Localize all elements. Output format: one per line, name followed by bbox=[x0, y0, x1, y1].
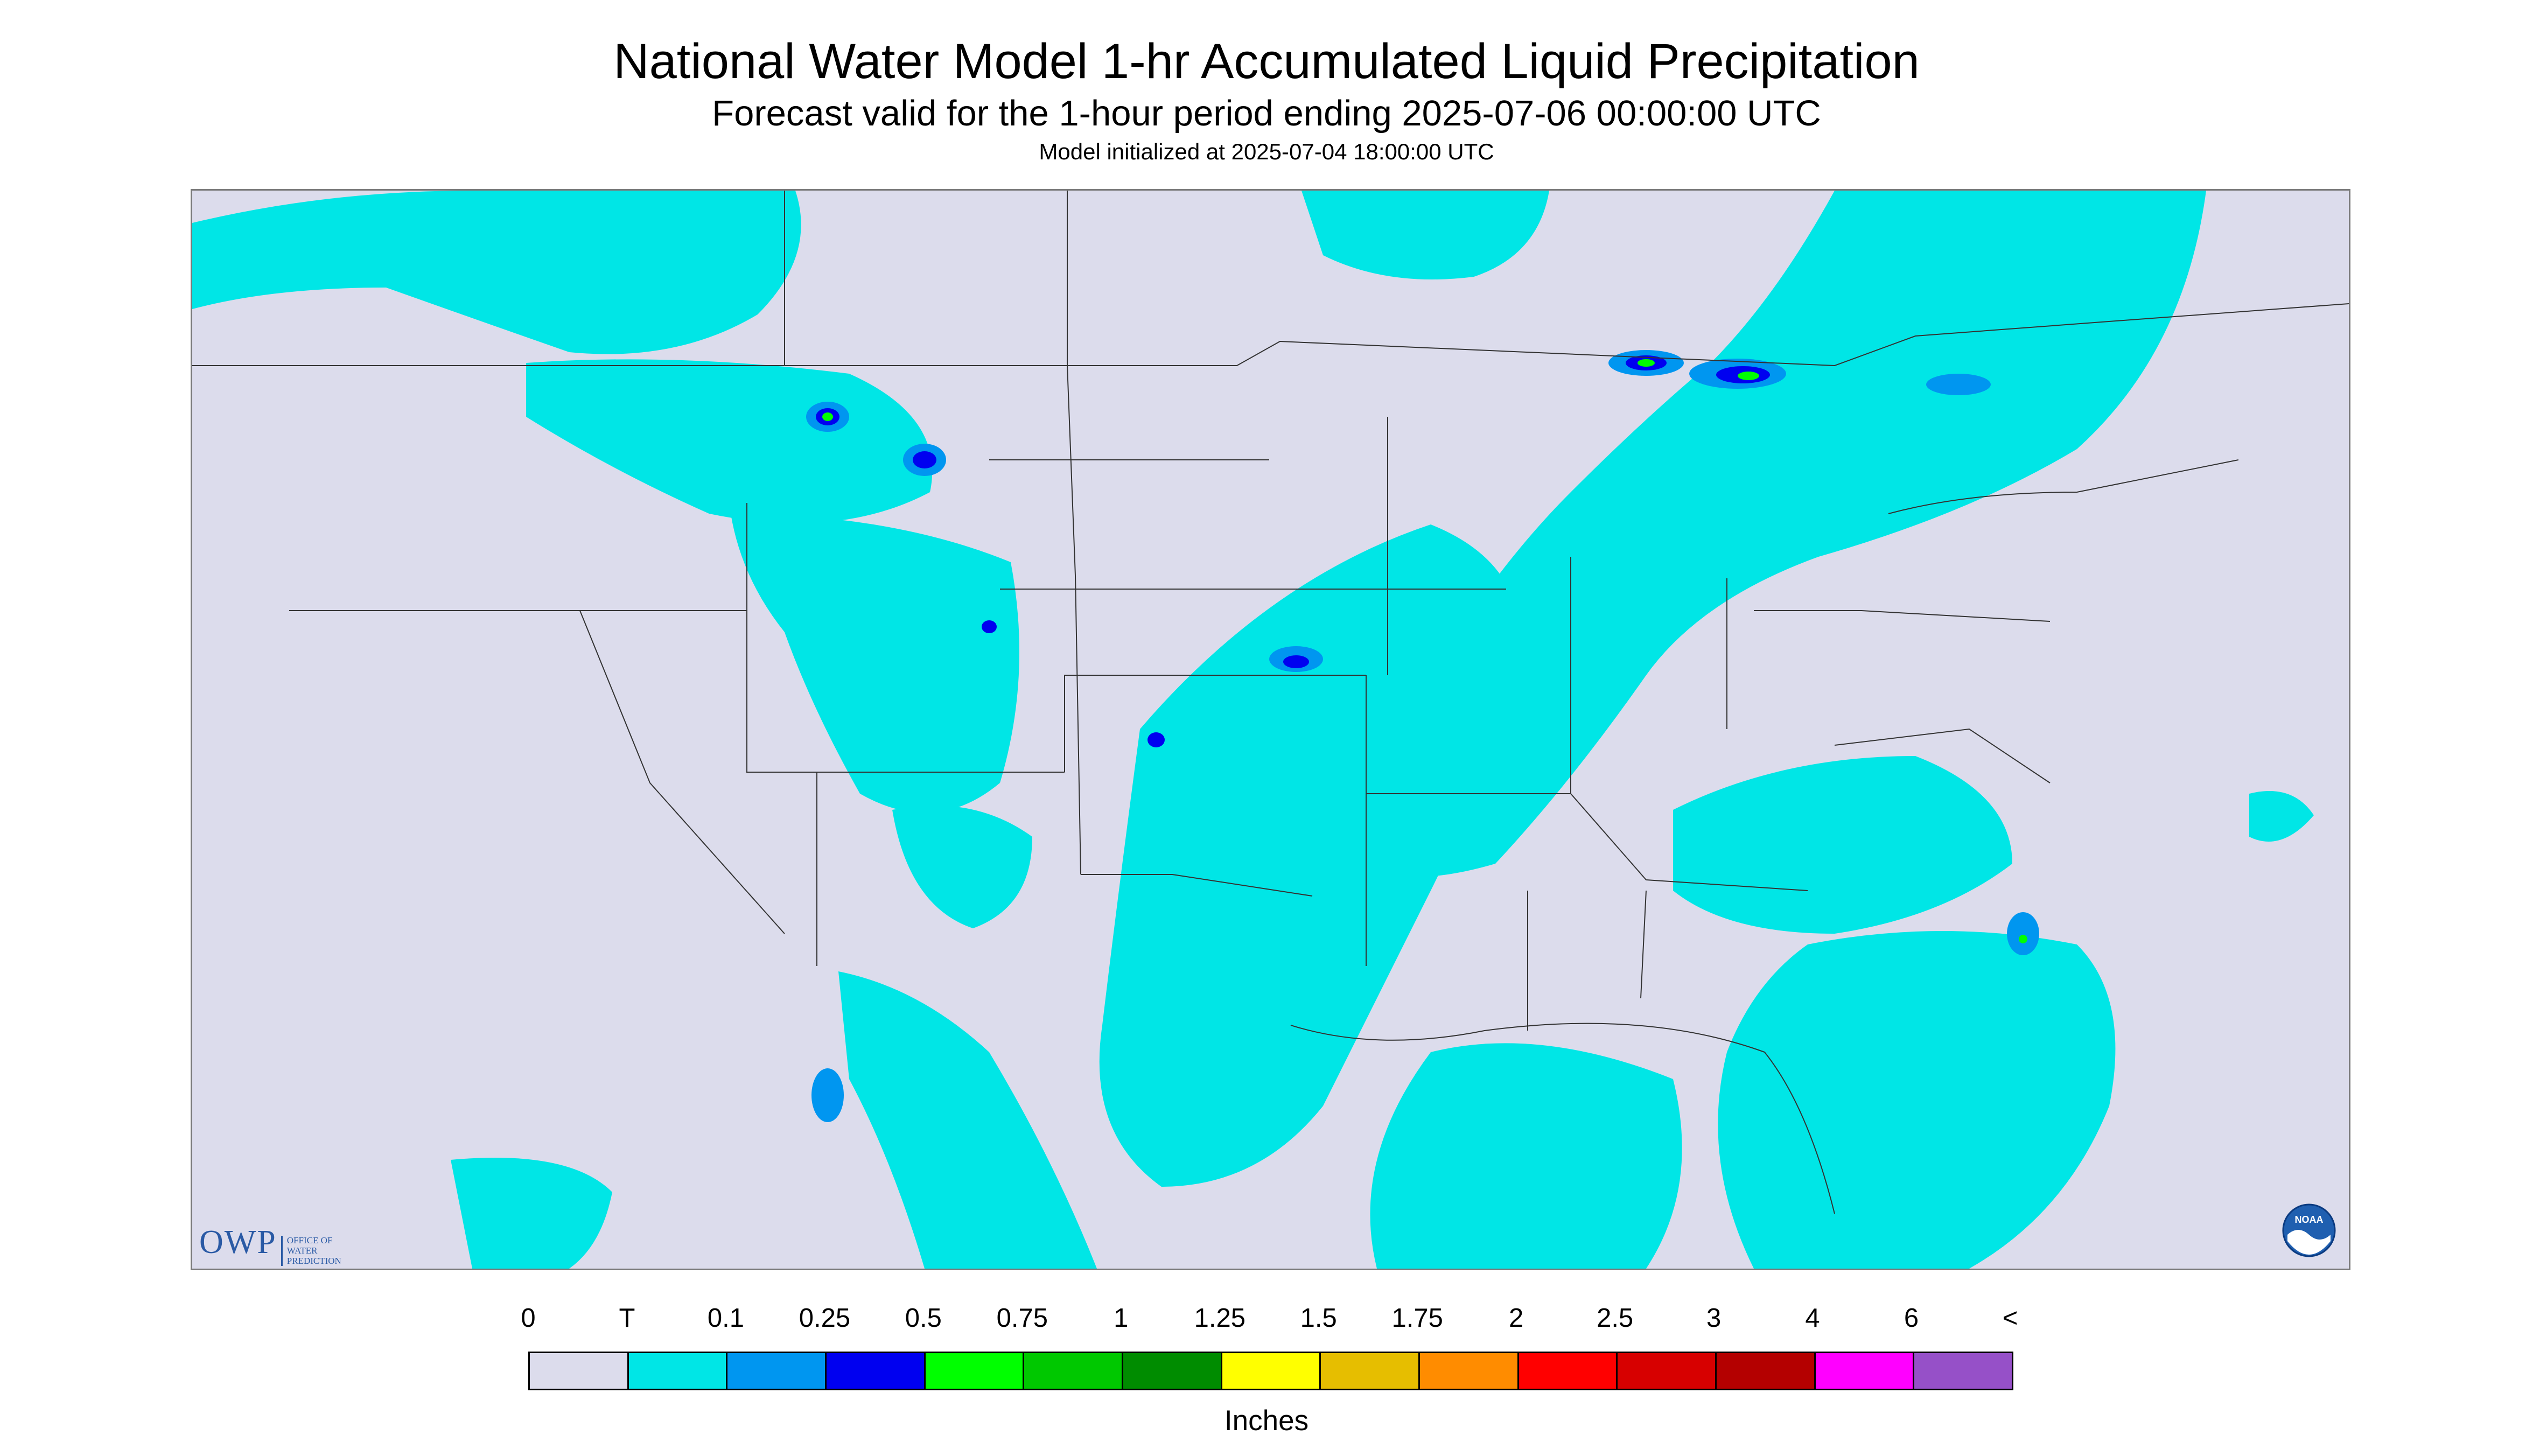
map-canvas bbox=[192, 191, 2349, 1269]
legend-label: 4 bbox=[1805, 1304, 1820, 1333]
legend-label: 1.25 bbox=[1194, 1304, 1245, 1333]
legend-label: 0.5 bbox=[905, 1304, 942, 1333]
legend-swatch bbox=[628, 1353, 728, 1389]
legend-label: 3 bbox=[1706, 1304, 1722, 1333]
legend-swatch bbox=[1222, 1353, 1321, 1389]
heavy-precip-cores bbox=[822, 359, 2027, 943]
owp-abbr: OWP bbox=[199, 1224, 277, 1261]
legend-swatch bbox=[827, 1353, 926, 1389]
legend-swatch bbox=[1321, 1353, 1421, 1389]
owp-name: OFFICE OF WATER PREDICTION bbox=[287, 1235, 341, 1266]
noaa-text: NOAA bbox=[2295, 1214, 2324, 1225]
owp-divider bbox=[281, 1235, 283, 1266]
legend-label: 6 bbox=[1904, 1304, 1919, 1333]
legend-colorbar bbox=[528, 1352, 2013, 1390]
outside-domain-west bbox=[192, 578, 451, 1269]
legend-label: 0.75 bbox=[996, 1304, 1048, 1333]
legend-label: 0.25 bbox=[799, 1304, 851, 1333]
legend-units: Inches bbox=[1224, 1405, 1309, 1437]
precipitation-map bbox=[191, 189, 2350, 1270]
legend-swatch bbox=[1717, 1353, 1816, 1389]
moderate-precip-cores bbox=[816, 355, 1770, 747]
legend-swatch bbox=[1519, 1353, 1618, 1389]
owp-logo: OWP OFFICE OF WATER PREDICTION bbox=[199, 1223, 341, 1266]
legend-swatch bbox=[727, 1353, 827, 1389]
legend-swatch bbox=[1123, 1353, 1222, 1389]
legend-swatch bbox=[1815, 1353, 1915, 1389]
legend-swatch bbox=[1420, 1353, 1519, 1389]
legend-label: 1 bbox=[1114, 1304, 1129, 1333]
trace-precip-areas bbox=[192, 191, 2314, 1269]
legend-label: 1.5 bbox=[1300, 1304, 1337, 1333]
legend-label: 0 bbox=[521, 1304, 536, 1333]
outside-domain-east bbox=[2109, 460, 2349, 1269]
legend-label: < bbox=[2002, 1304, 2018, 1333]
noaa-logo: NOAA bbox=[2282, 1203, 2336, 1257]
model-init-line: Model initialized at 2025-07-04 18:00:00… bbox=[1039, 139, 1494, 164]
owp-line2: WATER bbox=[286, 1245, 318, 1256]
legend-swatch bbox=[530, 1353, 629, 1389]
map-title: National Water Model 1-hr Accumulated Li… bbox=[613, 34, 1920, 89]
legend-label: 0.1 bbox=[707, 1304, 744, 1333]
legend-label: T bbox=[619, 1304, 635, 1333]
legend-labels: 0 T 0.1 0.25 0.5 0.75 1 1.25 1.5 1.75 2 2.5 3 4 6 < bbox=[0, 1303, 2533, 1341]
legend-swatch bbox=[1024, 1353, 1124, 1389]
legend-swatch bbox=[925, 1353, 1025, 1389]
legend-swatch bbox=[1914, 1353, 2012, 1389]
owp-line1: OFFICE OF bbox=[286, 1235, 333, 1246]
boundary-lines bbox=[192, 191, 2349, 1214]
legend-label: 2 bbox=[1509, 1304, 1524, 1333]
map-subtitle: Forecast valid for the 1-hour period end… bbox=[712, 93, 1821, 134]
legend-label: 2.5 bbox=[1597, 1304, 1634, 1333]
owp-line3: PREDICTION bbox=[286, 1256, 341, 1266]
legend-swatch bbox=[1618, 1353, 1717, 1389]
legend-label: 1.75 bbox=[1391, 1304, 1443, 1333]
